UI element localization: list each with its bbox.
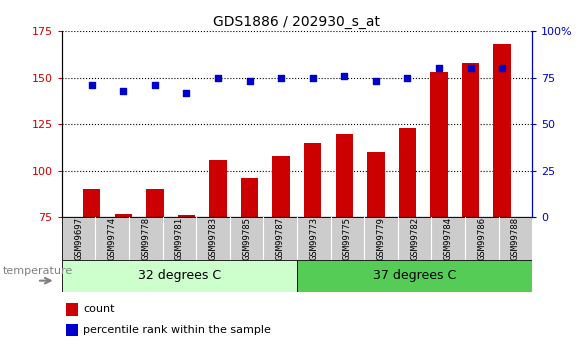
Point	[245, 79, 254, 84]
Bar	[462, 63, 479, 345]
Text: GSM99785: GSM99785	[242, 217, 251, 260]
Point	[403, 75, 412, 80]
Bar	[178, 216, 195, 345]
Bar	[115, 214, 132, 345]
Point	[340, 73, 349, 79]
Text: GSM99782: GSM99782	[410, 217, 419, 260]
Title: GDS1886 / 202930_s_at: GDS1886 / 202930_s_at	[213, 14, 380, 29]
Text: GSM99773: GSM99773	[309, 217, 318, 260]
Bar	[209, 160, 227, 345]
Point	[276, 75, 286, 80]
Text: GSM99781: GSM99781	[175, 217, 184, 260]
Point	[497, 66, 507, 71]
Point	[87, 82, 96, 88]
Bar	[66, 324, 78, 336]
Point	[213, 75, 223, 80]
Point	[182, 90, 191, 95]
Text: 32 degrees C: 32 degrees C	[138, 269, 221, 283]
Text: GSM99788: GSM99788	[511, 217, 520, 260]
Text: GSM99787: GSM99787	[276, 217, 285, 260]
Text: count: count	[83, 304, 115, 314]
Point	[308, 75, 318, 80]
Bar	[66, 303, 78, 316]
Text: GSM99784: GSM99784	[443, 217, 453, 260]
Bar	[304, 143, 322, 345]
Bar	[146, 189, 163, 345]
Text: GSM99775: GSM99775	[343, 217, 352, 260]
Text: GSM99697: GSM99697	[74, 217, 83, 260]
Point	[150, 82, 159, 88]
Bar	[367, 152, 385, 345]
Bar	[297, 260, 532, 292]
Bar	[272, 156, 290, 345]
Text: GSM99783: GSM99783	[208, 217, 218, 260]
Text: GSM99774: GSM99774	[108, 217, 116, 260]
Text: temperature: temperature	[3, 266, 74, 276]
Text: GSM99786: GSM99786	[477, 217, 486, 260]
Bar	[336, 134, 353, 345]
Bar	[399, 128, 416, 345]
Text: GSM99779: GSM99779	[376, 217, 386, 260]
Bar	[430, 72, 447, 345]
Text: 37 degrees C: 37 degrees C	[373, 269, 456, 283]
Point	[435, 66, 444, 71]
Point	[466, 66, 475, 71]
Point	[119, 88, 128, 93]
Text: percentile rank within the sample: percentile rank within the sample	[83, 325, 271, 335]
Bar	[241, 178, 258, 345]
Bar	[62, 260, 297, 292]
Point	[371, 79, 380, 84]
Bar	[83, 189, 101, 345]
Bar	[493, 44, 511, 345]
Text: GSM99778: GSM99778	[141, 217, 151, 260]
